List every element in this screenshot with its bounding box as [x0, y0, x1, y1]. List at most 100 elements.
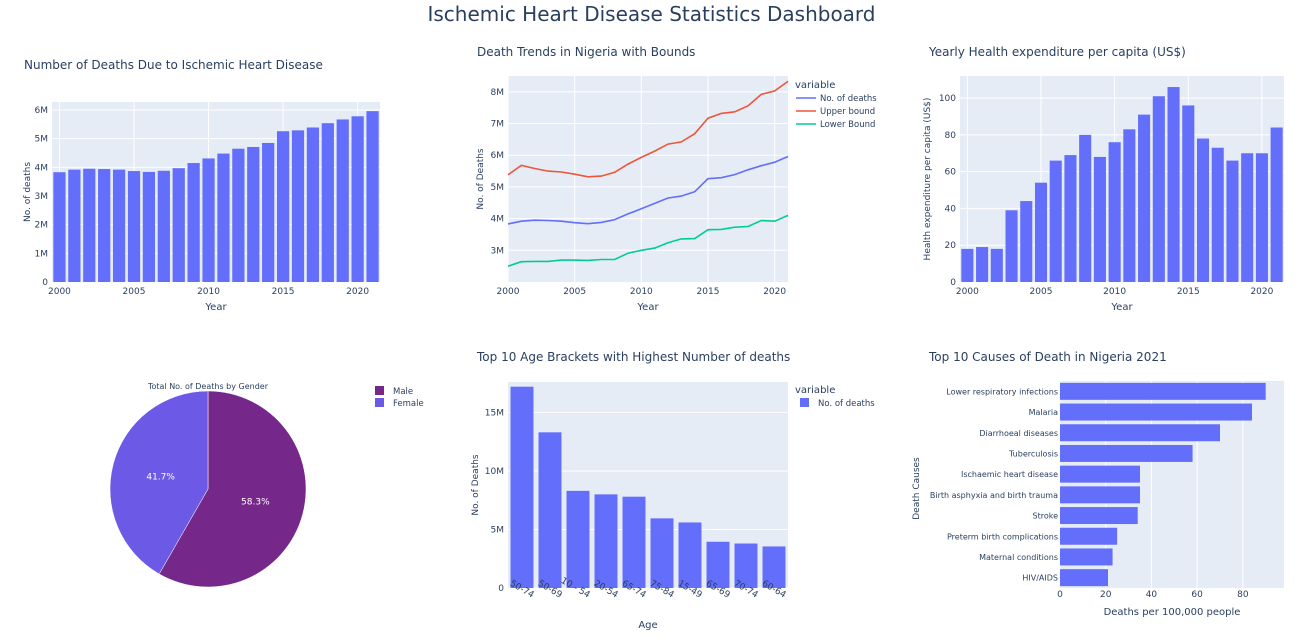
bar — [217, 153, 230, 282]
bar — [262, 142, 275, 282]
panel-title-deaths: Number of Deaths Due to Ischemic Heart D… — [24, 58, 323, 72]
bar — [1255, 153, 1268, 282]
y-tick-label: Maternal conditions — [979, 553, 1058, 562]
bar — [1138, 114, 1151, 282]
pie-title: Total No. of Deaths by Gender — [147, 382, 269, 391]
bar — [1060, 569, 1108, 587]
bar — [1034, 182, 1048, 282]
x-axis-title: Deaths per 100,000 people — [1104, 607, 1241, 618]
x-tick-label: 2000 — [48, 287, 71, 297]
bar — [1020, 201, 1033, 282]
x-axis-title: Year — [636, 302, 659, 313]
bar — [1060, 403, 1252, 421]
bar — [1182, 105, 1195, 282]
legend-label: Upper bound — [820, 107, 875, 117]
x-tick-label: 2020 — [763, 287, 786, 297]
panel-title-age: Top 10 Age Brackets with Highest Number … — [477, 350, 791, 364]
legend-label: Male — [393, 387, 413, 397]
y-tick-label: HIV/AIDS — [1022, 574, 1058, 583]
bar — [336, 119, 349, 283]
legend-title: variable — [795, 80, 835, 91]
y-tick-label: 60 — [945, 168, 957, 178]
y-tick-label: 40 — [945, 204, 957, 214]
bar — [351, 116, 364, 282]
y-axis-title: Health expenditure per capita (US$) — [923, 98, 933, 261]
y-tick-label: Lower respiratory infections — [946, 387, 1058, 396]
bar — [1093, 156, 1106, 282]
x-tick-label: 20 — [1100, 590, 1112, 600]
bar — [734, 543, 758, 588]
bar — [68, 169, 81, 282]
series-line — [507, 80, 789, 178]
bar — [1108, 142, 1121, 282]
bar — [247, 146, 260, 282]
legend-label: Lower Bound — [820, 120, 875, 130]
bar — [706, 541, 730, 588]
y-tick-label: Preterm birth complications — [947, 532, 1058, 541]
x-tick-label: 2010 — [1103, 287, 1126, 297]
bar — [1060, 486, 1140, 504]
bar — [291, 130, 305, 282]
y-tick-label: 0 — [950, 278, 956, 288]
plot-area — [508, 76, 788, 282]
bar — [276, 131, 290, 282]
pie-value-label: 58.3% — [241, 498, 270, 508]
bar — [112, 169, 126, 282]
y-tick-label: Tuberculosis — [1008, 449, 1058, 458]
pie-slice — [158, 390, 307, 588]
bar — [510, 386, 534, 588]
x-tick-label: 2020 — [346, 287, 369, 297]
bar — [594, 494, 618, 588]
y-tick-label: 8M — [491, 88, 505, 98]
x-tick-label: 2010 — [197, 287, 220, 297]
bar — [1049, 160, 1062, 282]
y-tick-label: 4M — [491, 215, 505, 225]
bar — [83, 168, 96, 282]
bar — [1241, 153, 1254, 282]
bar — [961, 248, 974, 282]
bar — [1196, 138, 1210, 282]
y-tick-label: 2M — [35, 221, 49, 231]
bar — [1167, 87, 1180, 283]
bar — [1270, 127, 1283, 282]
bar — [366, 111, 379, 282]
series-line — [507, 214, 789, 267]
bar — [142, 171, 156, 282]
y-tick-label: 10M — [485, 467, 504, 477]
bar — [202, 158, 215, 282]
y-tick-label: 7M — [491, 120, 505, 130]
bar — [172, 168, 185, 282]
bar — [566, 490, 590, 588]
y-tick-label: 4M — [35, 163, 49, 173]
bar — [1060, 527, 1118, 545]
legend-label: No. of deaths — [820, 94, 877, 104]
x-tick-label: 0 — [1057, 590, 1063, 600]
bar — [1152, 96, 1165, 282]
y-tick-label: 5M — [491, 525, 505, 535]
bar — [321, 123, 334, 282]
y-tick-label: 0 — [498, 584, 504, 594]
pie-slice — [109, 390, 209, 575]
y-tick-label: 15M — [485, 408, 504, 418]
legend-swatch — [375, 386, 384, 395]
bar — [98, 169, 111, 282]
bar — [538, 432, 562, 588]
legend-label: No. of deaths — [818, 399, 875, 409]
bar — [1060, 444, 1193, 462]
y-tick-label: Ischaemic heart disease — [961, 470, 1058, 479]
panel-title-trends: Death Trends in Nigeria with Bounds — [477, 45, 696, 59]
bar — [1060, 465, 1140, 483]
bar — [1064, 155, 1077, 282]
y-tick-label: 6M — [35, 106, 49, 116]
bar — [990, 248, 1003, 282]
y-tick-label: 5M — [491, 183, 505, 193]
y-tick-label: 20 — [945, 241, 957, 251]
bar — [678, 522, 702, 588]
x-axis-title: Age — [638, 620, 657, 631]
bar — [1060, 382, 1266, 400]
